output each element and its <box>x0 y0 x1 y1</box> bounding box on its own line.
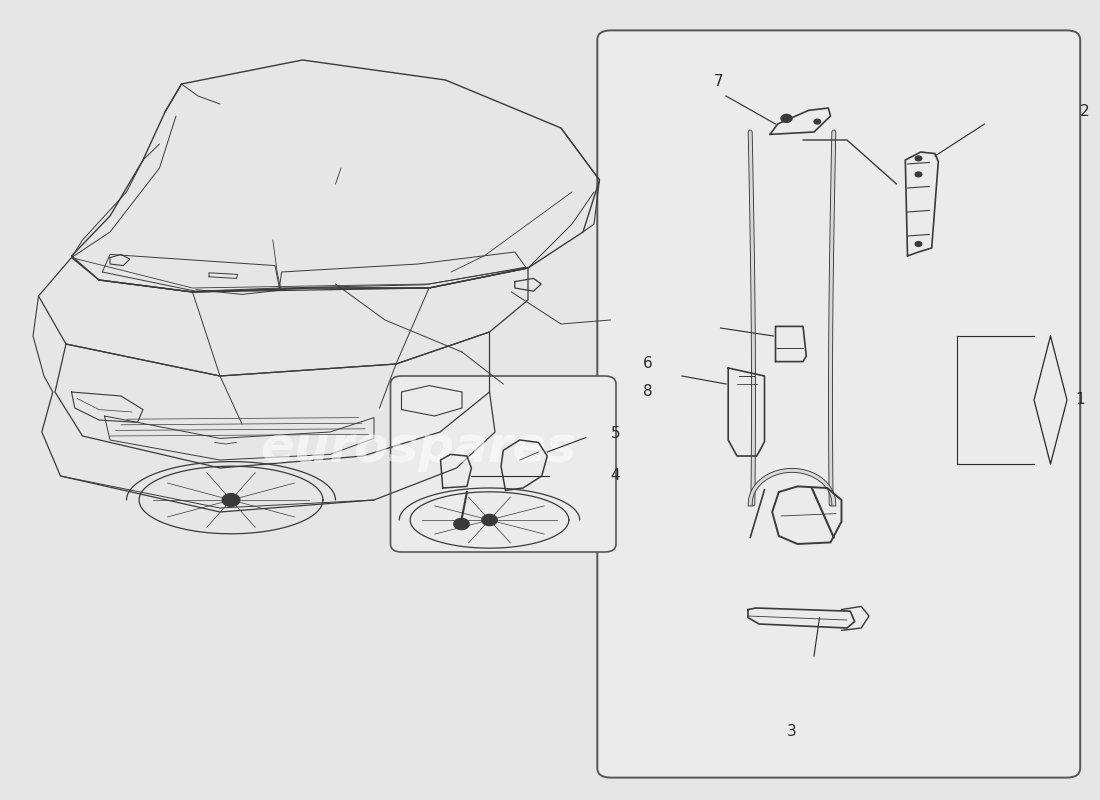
Text: 4: 4 <box>610 469 620 483</box>
Text: 6: 6 <box>642 357 652 371</box>
Circle shape <box>482 514 497 526</box>
Text: 7: 7 <box>714 74 724 89</box>
FancyBboxPatch shape <box>390 376 616 552</box>
Text: 8: 8 <box>642 385 652 399</box>
Text: 5: 5 <box>610 426 620 441</box>
Circle shape <box>814 119 821 124</box>
Text: 3: 3 <box>788 725 796 739</box>
FancyBboxPatch shape <box>597 30 1080 778</box>
Text: 2: 2 <box>1080 105 1090 119</box>
Circle shape <box>915 242 922 246</box>
Circle shape <box>781 114 792 122</box>
Circle shape <box>454 518 470 530</box>
Circle shape <box>222 494 240 506</box>
Circle shape <box>915 156 922 161</box>
Circle shape <box>915 172 922 177</box>
Text: 1: 1 <box>1076 393 1086 407</box>
Text: eurospares: eurospares <box>260 424 576 472</box>
